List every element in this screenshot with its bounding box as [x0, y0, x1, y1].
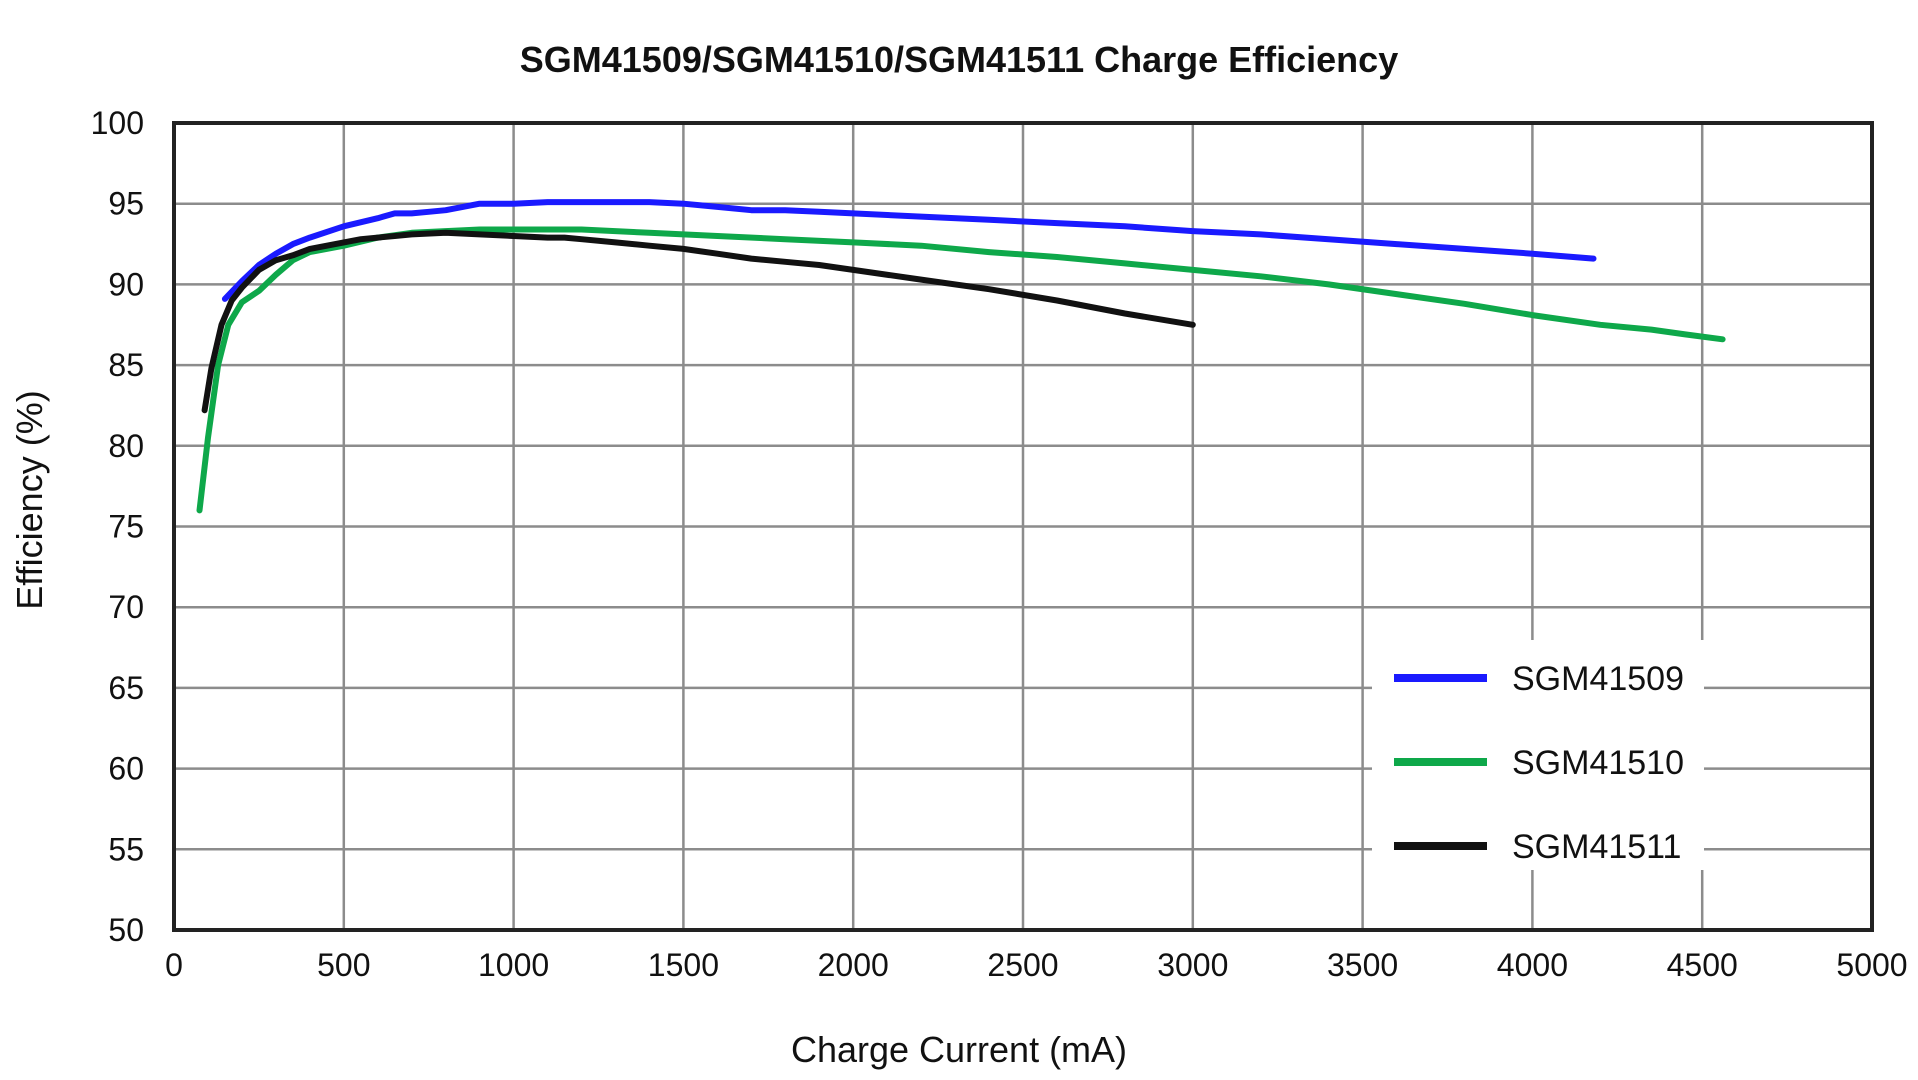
x-tick-label: 1000 — [478, 947, 549, 983]
series-lines — [196, 199, 1726, 514]
y-tick-label: 100 — [91, 105, 144, 141]
series-line-sgm41511 — [201, 229, 1196, 414]
tick-labels: 0 500 1000 1500 2000 2500 3000 3500 4000 4500 5000… — [91, 105, 1908, 983]
y-axis-label: Efficiency (%) — [9, 390, 50, 609]
y-tick-label: 85 — [108, 347, 144, 383]
legend-label-sgm41511: SGM41511 — [1512, 828, 1681, 866]
y-tick-label: 65 — [108, 670, 144, 706]
legend-label-sgm41510: SGM41510 — [1512, 744, 1684, 782]
y-tick-label: 55 — [108, 831, 144, 867]
x-tick-label: 1500 — [648, 947, 719, 983]
chart-title: SGM41509/SGM41510/SGM41511 Charge Effici… — [520, 39, 1398, 80]
x-tick-label: 4000 — [1497, 947, 1568, 983]
series-line-sgm41510 — [196, 226, 1726, 514]
plot-frame — [172, 121, 1874, 932]
y-tick-label: 80 — [108, 428, 144, 464]
x-tick-label: 5000 — [1836, 947, 1907, 983]
legend-label-sgm41509: SGM41509 — [1512, 660, 1684, 698]
y-tick-label: 90 — [108, 266, 144, 302]
legend: SGM41509 SGM41510 SGM41511 — [1372, 640, 1704, 870]
y-tick-label: 50 — [108, 912, 144, 948]
x-tick-label: 2500 — [987, 947, 1058, 983]
x-tick-label: 2000 — [818, 947, 889, 983]
x-tick-label: 3000 — [1157, 947, 1228, 983]
x-tick-label: 4500 — [1667, 947, 1738, 983]
x-tick-label: 0 — [165, 947, 183, 983]
y-tick-label: 95 — [108, 186, 144, 222]
y-tick-label: 60 — [108, 751, 144, 787]
x-axis-label: Charge Current (mA) — [791, 1029, 1127, 1070]
x-tick-label: 500 — [317, 947, 370, 983]
series-line-sgm41509 — [221, 199, 1597, 302]
grid — [174, 123, 1872, 930]
x-tick-label: 3500 — [1327, 947, 1398, 983]
y-tick-label: 70 — [108, 589, 144, 625]
y-tick-label: 75 — [108, 509, 144, 545]
